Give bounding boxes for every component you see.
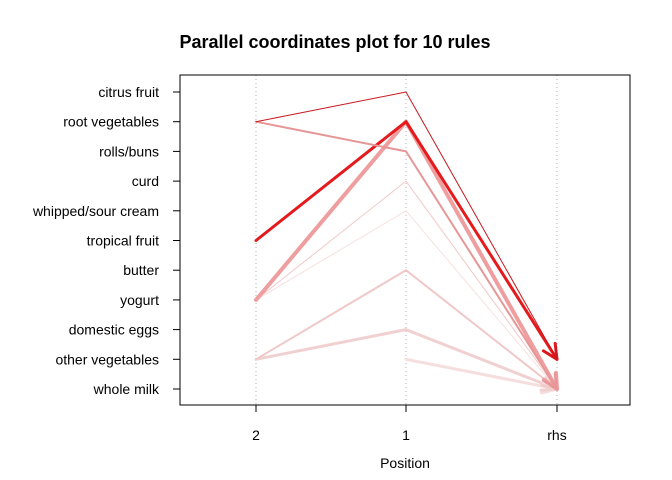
rule-segment bbox=[255, 269, 558, 390]
y-tick-label: tropical fruit bbox=[87, 233, 159, 249]
rule-arrowhead bbox=[543, 342, 558, 360]
rule-segment bbox=[255, 120, 558, 390]
y-axis: citrus fruit root vegetables rolls/buns cur… bbox=[32, 84, 180, 397]
y-tick-label: domestic eggs bbox=[69, 322, 159, 338]
rule-line bbox=[255, 91, 558, 360]
rule-segment bbox=[404, 357, 559, 391]
rule-line bbox=[255, 120, 558, 390]
y-tick-label: whole milk bbox=[93, 381, 160, 397]
rule-lines bbox=[254, 91, 559, 395]
y-tick-label: whipped/sour cream bbox=[32, 203, 159, 219]
rule-segment bbox=[255, 210, 558, 390]
y-tick-label: curd bbox=[132, 173, 159, 189]
x-tick-label: rhs bbox=[547, 427, 566, 443]
x-axis: 2 1 rhs bbox=[252, 405, 567, 443]
chart-title: Parallel coordinates plot for 10 rules bbox=[179, 32, 490, 52]
rule-line bbox=[404, 357, 559, 395]
y-tick-label: rolls/buns bbox=[99, 143, 159, 159]
y-tick-label: root vegetables bbox=[63, 114, 159, 130]
rule-segment bbox=[254, 120, 559, 361]
y-tick-label: other vegetables bbox=[55, 351, 159, 367]
y-tick-label: yogurt bbox=[120, 292, 159, 308]
x-axis-label: Position bbox=[380, 455, 430, 471]
y-tick-label: butter bbox=[123, 262, 159, 278]
rule-segment bbox=[254, 328, 559, 391]
rule-line bbox=[255, 180, 558, 390]
y-tick-label: citrus fruit bbox=[98, 84, 159, 100]
rule-segment bbox=[255, 180, 558, 390]
x-tick-label: 1 bbox=[402, 427, 410, 443]
rule-arrowhead bbox=[542, 372, 558, 390]
x-tick-label: 2 bbox=[252, 427, 260, 443]
rule-segment bbox=[255, 91, 558, 360]
